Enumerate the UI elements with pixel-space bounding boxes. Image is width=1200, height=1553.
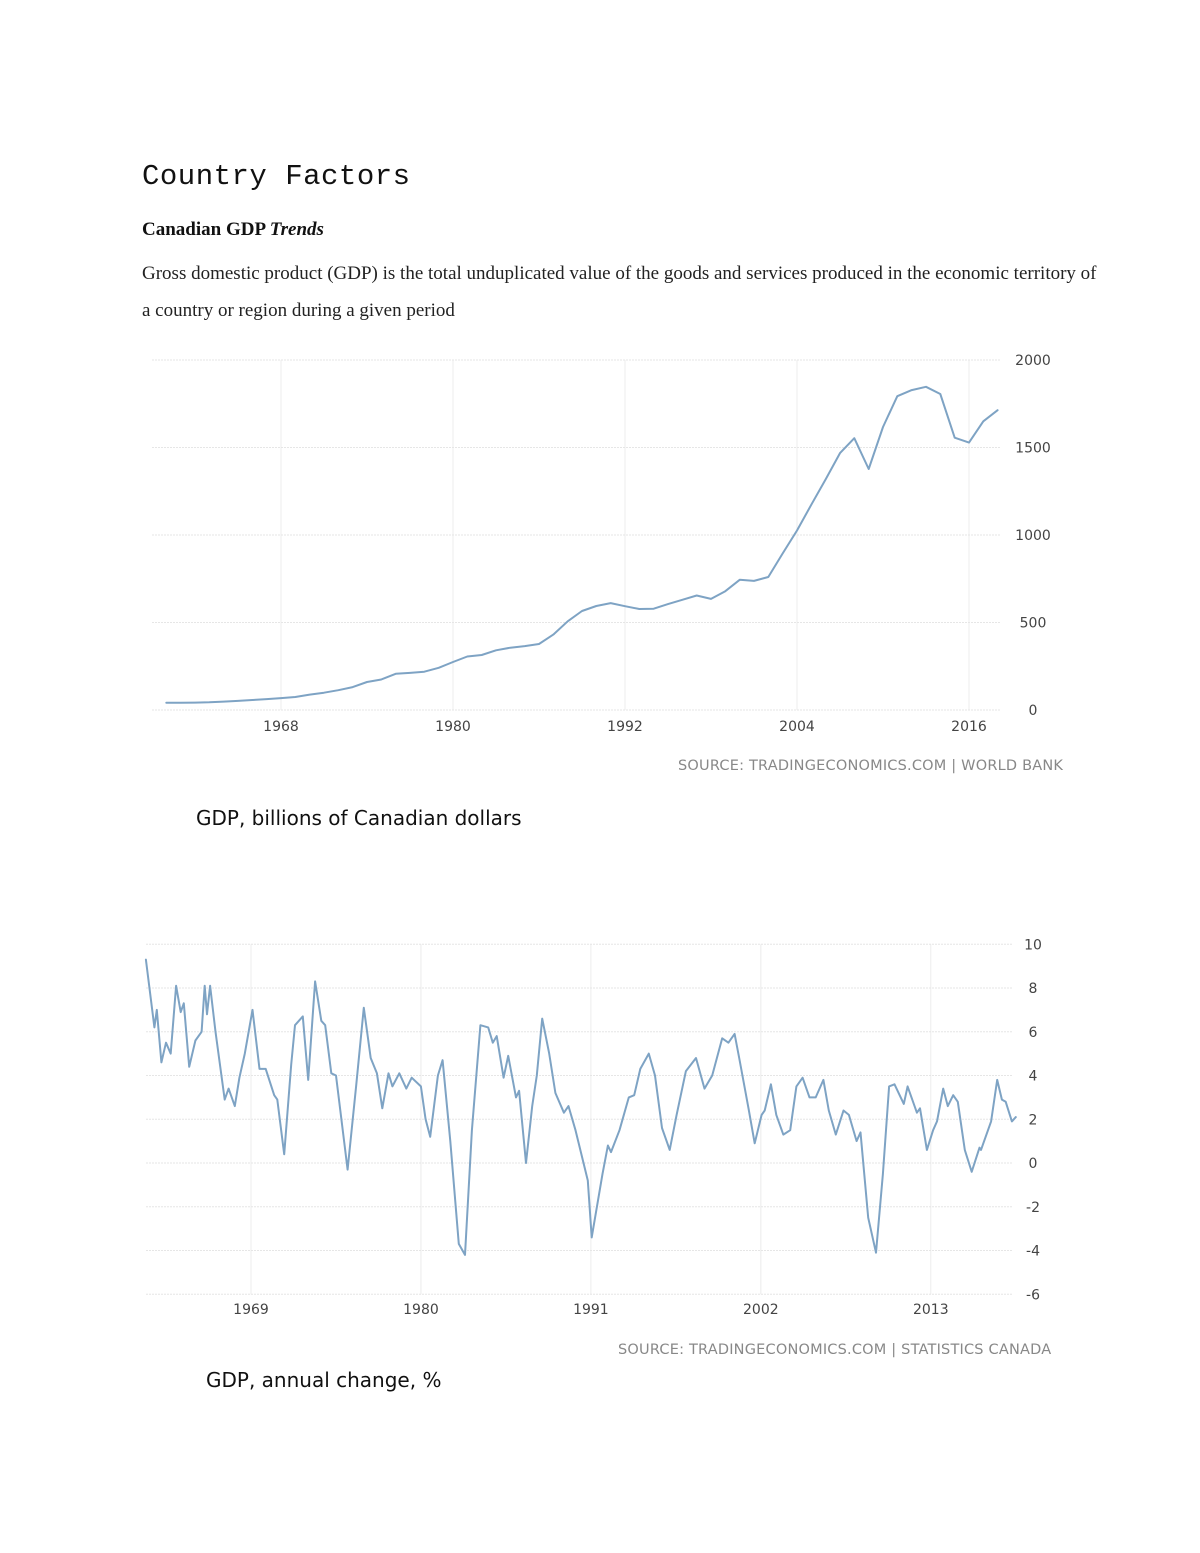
x-tick-label: 1968 (263, 719, 299, 735)
x-tick-label: 2004 (779, 719, 815, 735)
x-tick-label: 1969 (233, 1302, 269, 1318)
x-tick-label: 1991 (573, 1302, 609, 1318)
chart-source-gdp-growth: SOURCE: TRADINGECONOMICS.COM | STATISTIC… (618, 1342, 1052, 1358)
y-tick-label: 500 (1020, 616, 1047, 632)
y-tick-label: 4 (1029, 1069, 1038, 1085)
gdp-definition-paragraph: Gross domestic product (GDP) is the tota… (142, 263, 1097, 321)
y-tick-label: 8 (1029, 981, 1038, 997)
section-heading-main: Canadian GDP (142, 219, 266, 240)
y-tick-label: 2000 (1015, 353, 1051, 369)
y-tick-label: 0 (1029, 703, 1038, 719)
x-tick-label: 1992 (607, 719, 643, 735)
x-tick-label: 2002 (743, 1302, 779, 1318)
y-tick-label: 1500 (1015, 441, 1051, 457)
x-tick-label: 1980 (435, 719, 471, 735)
x-tick-label: 1980 (403, 1302, 439, 1318)
x-tick-label: 2013 (913, 1302, 949, 1318)
y-tick-label: 1000 (1015, 528, 1051, 544)
y-tick-label: -6 (1026, 1287, 1040, 1303)
y-tick-label: 6 (1029, 1025, 1038, 1041)
gdp-growth-chart: 1969 1980 1991 2002 2013 10 8 6 4 2 0 -2 -4 -6 (144, 937, 1042, 1318)
section-heading: Canadian GDP Trends (142, 219, 324, 241)
y-tick-label: -4 (1026, 1244, 1040, 1260)
section-heading-italic: Trends (269, 219, 324, 240)
data-series-line (144, 958, 1017, 1256)
y-tick-label: 0 (1029, 1156, 1038, 1172)
data-series-line (165, 385, 999, 704)
y-tick-label: 2 (1029, 1112, 1038, 1128)
chart-caption-gdp-level: GDP, billions of Canadian dollars (196, 806, 522, 830)
gdp-level-chart: 1968 1980 1992 2004 2016 0 500 1000 1500 2000 (152, 353, 1051, 735)
document-title: Country Factors (142, 160, 411, 193)
y-tick-label: -2 (1026, 1200, 1040, 1216)
x-tick-label: 2016 (951, 719, 987, 735)
chart-caption-gdp-growth: GDP, annual change, % (206, 1368, 442, 1392)
y-tick-label: 10 (1024, 937, 1042, 953)
chart-source-gdp-level: SOURCE: TRADINGECONOMICS.COM | WORLD BAN… (678, 758, 1064, 774)
